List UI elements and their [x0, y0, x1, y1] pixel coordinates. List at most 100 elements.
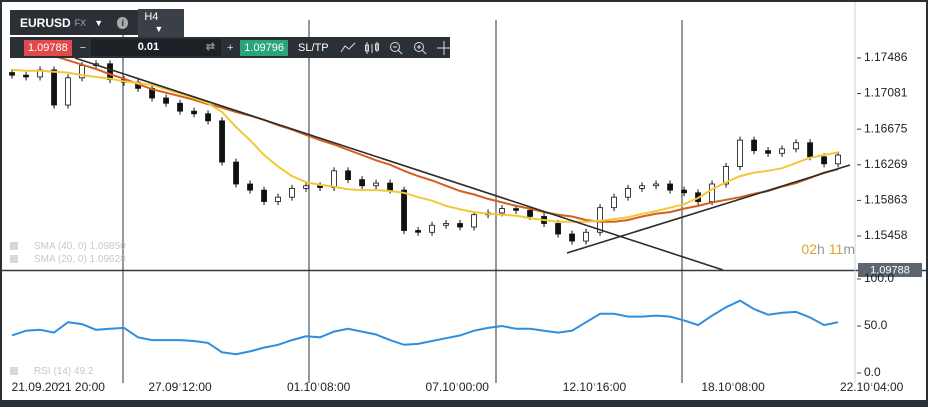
candle-body — [625, 187, 631, 198]
sell-button[interactable]: 1.09788 — [24, 39, 72, 56]
candle-body — [331, 170, 337, 188]
legend-value: 1.09850 — [90, 241, 127, 252]
candle-body — [443, 223, 449, 226]
candle-body — [653, 183, 659, 187]
candle-body — [373, 182, 379, 187]
candle-body — [289, 187, 295, 198]
candle-body — [471, 214, 477, 228]
y-tick-label: 100.0 — [864, 271, 894, 285]
legend-name: RSI (14) — [34, 366, 71, 377]
x-tick-label: 22.10 04:00 — [840, 380, 904, 394]
countdown: 02h 11m — [801, 241, 855, 257]
candle-body — [261, 189, 267, 202]
candle-tool-icon[interactable] — [364, 41, 379, 54]
countdown-m: m — [843, 241, 855, 257]
candle-body — [765, 150, 771, 154]
candle-body — [219, 120, 225, 163]
x-tick-label: 27.09 12:00 — [148, 380, 212, 394]
candle-body — [751, 139, 757, 152]
minus-button[interactable]: − — [79, 41, 87, 54]
candle-body — [555, 223, 561, 235]
candle-body — [513, 208, 519, 211]
candle-body — [233, 161, 239, 185]
price-label-box — [858, 263, 922, 277]
timeframe-select[interactable]: H4 ▼ — [138, 8, 184, 37]
timeframe: H4 — [144, 10, 159, 23]
candle-body — [345, 170, 351, 181]
series-line — [11, 40, 839, 223]
candle-body — [177, 102, 183, 112]
dropdown-arrow: ▼ — [154, 23, 164, 34]
candle-body — [667, 183, 673, 191]
x-tick-label: 12.10 16:00 — [563, 380, 627, 394]
x-tick-label: 18.10 08:00 — [701, 380, 765, 394]
legend-icon — [10, 242, 18, 250]
zoom-in-icon[interactable] — [413, 41, 426, 54]
candle-body — [205, 113, 211, 122]
dropdown-arrow[interactable]: ▼ — [94, 17, 104, 28]
countdown-hours: 02 — [801, 241, 817, 257]
price-label: 1.09788 — [870, 264, 910, 276]
volume-field[interactable]: 0.01 ⇄ — [91, 39, 221, 56]
candle-body — [737, 139, 743, 167]
legend-sma40: SMA (40, 0) 1.09850 — [34, 241, 126, 252]
trend-line — [74, 57, 724, 271]
candle-body — [429, 224, 435, 233]
symbol-bar[interactable]: EURUSD FX ▼ i H4 ▼ — [10, 8, 184, 37]
y-tick-label: 1.16269 — [864, 157, 908, 171]
y-tick-label: 0.0 — [864, 365, 881, 379]
legend-value: 1.09628 — [90, 254, 127, 265]
trend-line — [566, 164, 851, 254]
candle-body — [275, 196, 281, 202]
sl-tp-button[interactable]: SL/TP — [298, 41, 329, 54]
x-tick-label: 07.10 00:00 — [426, 380, 490, 394]
candle-body — [709, 183, 715, 202]
tool-icons — [340, 40, 450, 55]
candle-body — [359, 179, 365, 187]
countdown-h: h — [817, 241, 825, 257]
series-line — [11, 299, 839, 356]
y-tick-label: 50.0 — [864, 318, 888, 332]
market: FX — [74, 17, 87, 28]
candle-body — [723, 166, 729, 185]
x-tick-label: 21.09.2021 20:00 — [12, 380, 106, 394]
y-tick-label: 1.16675 — [864, 121, 908, 135]
candle-body — [9, 72, 15, 76]
candle-body — [23, 74, 29, 78]
y-tick-label: 1.15863 — [864, 193, 908, 207]
volume: 0.01 — [137, 41, 160, 53]
legend-name: SMA (40, 0) — [34, 241, 87, 252]
candle-body — [821, 156, 827, 165]
candle-body — [611, 196, 617, 209]
candle-body — [303, 185, 309, 189]
candle-body — [247, 183, 253, 191]
legend-icon — [10, 255, 18, 263]
trade-bar: 1.09788 − 0.01 ⇄ + 1.09796 SL/TP — [10, 37, 450, 58]
candle-body — [793, 142, 799, 150]
candle-body — [457, 223, 463, 228]
info-icon[interactable]: i — [117, 16, 129, 29]
line-tool-icon[interactable] — [340, 42, 355, 52]
buy-button[interactable]: 1.09796 — [240, 39, 289, 56]
legend-sma20: SMA (20, 0) 1.09628 — [34, 254, 126, 265]
plus-button[interactable]: + — [226, 41, 234, 54]
candle-body — [807, 142, 813, 158]
candle-body — [415, 230, 421, 233]
candle-body — [527, 209, 533, 217]
zoom-out-icon[interactable] — [389, 41, 402, 54]
candle-body — [107, 63, 113, 80]
y-tick-label: 1.15458 — [864, 228, 908, 242]
y-tick-label: 1.17486 — [864, 50, 908, 64]
candle-body — [499, 208, 505, 214]
chart-background — [2, 2, 926, 400]
candle-body — [583, 231, 589, 242]
candle-body — [191, 110, 197, 115]
series-line — [11, 68, 839, 223]
crosshair-icon[interactable] — [436, 40, 450, 55]
candle-body — [65, 77, 71, 106]
legend-value: 49.2 — [74, 366, 94, 377]
candle-body — [639, 185, 645, 189]
candle-body — [835, 154, 841, 165]
